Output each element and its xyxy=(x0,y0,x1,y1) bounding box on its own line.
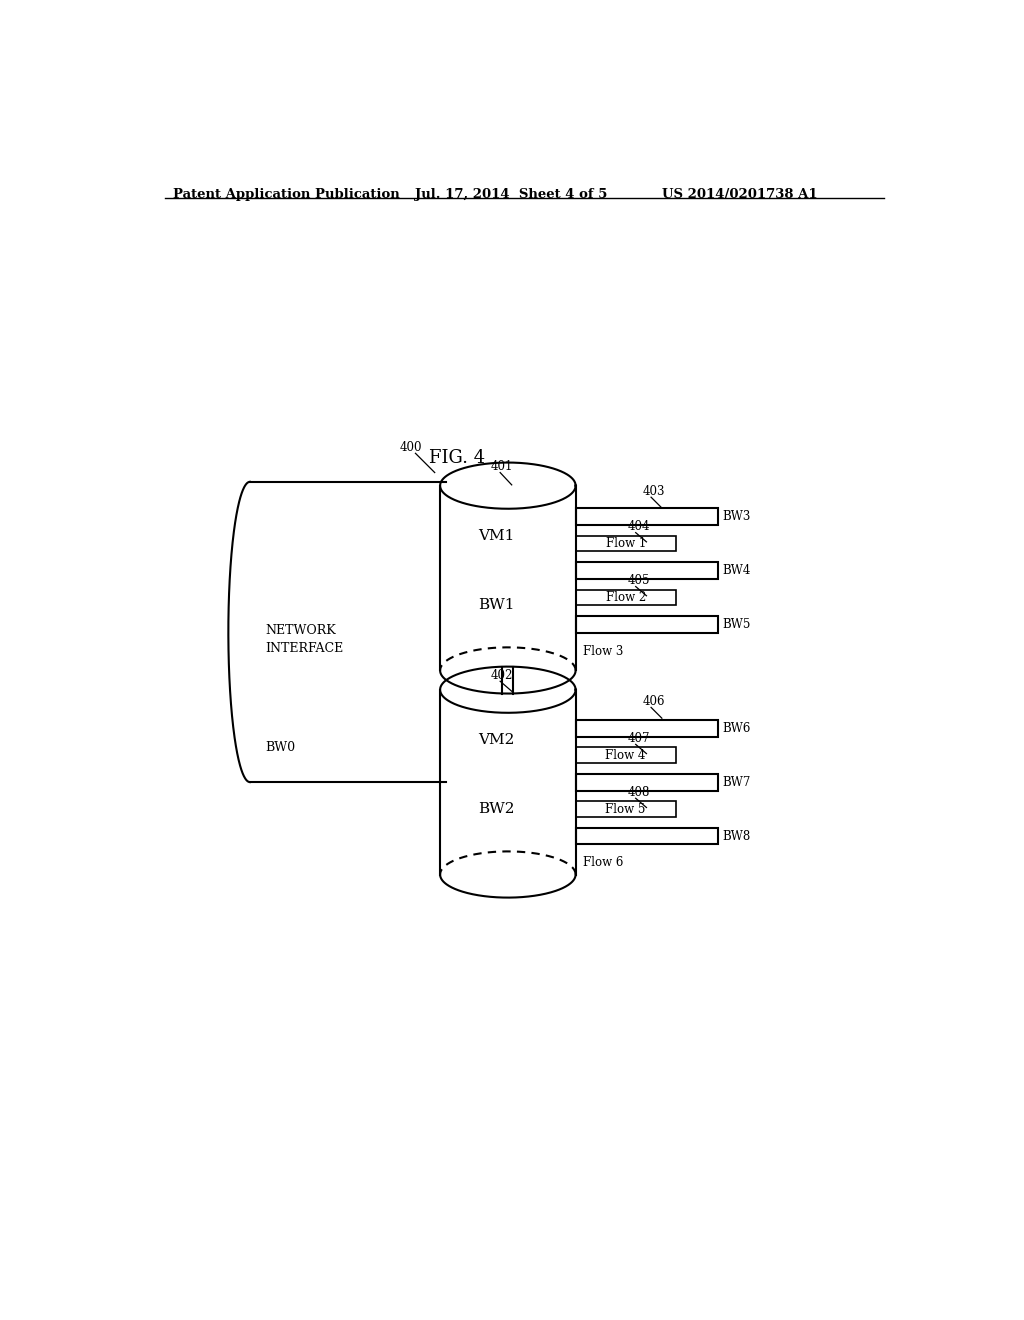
Text: Jul. 17, 2014  Sheet 4 of 5: Jul. 17, 2014 Sheet 4 of 5 xyxy=(416,187,608,201)
Text: BW7: BW7 xyxy=(723,776,751,788)
Bar xyxy=(575,747,676,763)
Text: 403: 403 xyxy=(643,484,666,498)
Text: BW4: BW4 xyxy=(723,564,751,577)
Text: FIG. 4: FIG. 4 xyxy=(429,449,485,467)
Text: Flow 1: Flow 1 xyxy=(605,537,646,550)
Text: Patent Application Publication: Patent Application Publication xyxy=(173,187,399,201)
Bar xyxy=(575,828,718,845)
Bar xyxy=(575,615,718,632)
Bar xyxy=(575,590,676,605)
Bar xyxy=(575,719,718,737)
Text: 404: 404 xyxy=(628,520,649,533)
Text: VM2: VM2 xyxy=(478,733,514,747)
Text: 405: 405 xyxy=(628,574,649,587)
Text: Flow 6: Flow 6 xyxy=(584,857,624,870)
Bar xyxy=(575,774,718,791)
Text: BW5: BW5 xyxy=(723,618,751,631)
Text: 406: 406 xyxy=(643,694,666,708)
Text: 408: 408 xyxy=(628,785,649,799)
Bar xyxy=(575,801,676,817)
Text: 402: 402 xyxy=(490,669,513,682)
Text: Flow 2: Flow 2 xyxy=(605,591,646,603)
Text: NETWORK
INTERFACE: NETWORK INTERFACE xyxy=(265,624,344,655)
Text: BW6: BW6 xyxy=(723,722,751,735)
Text: 401: 401 xyxy=(490,459,513,473)
Text: Flow 3: Flow 3 xyxy=(584,644,624,657)
Text: Flow 4: Flow 4 xyxy=(605,748,646,762)
Text: VM1: VM1 xyxy=(478,529,514,543)
Text: BW2: BW2 xyxy=(478,803,514,816)
Text: 400: 400 xyxy=(400,441,423,454)
Text: BW8: BW8 xyxy=(723,829,751,842)
Text: BW0: BW0 xyxy=(265,741,296,754)
Text: BW3: BW3 xyxy=(723,510,751,523)
Bar xyxy=(575,562,718,579)
Bar xyxy=(575,508,718,525)
Text: 407: 407 xyxy=(628,731,649,744)
Text: Flow 5: Flow 5 xyxy=(605,803,646,816)
Text: BW1: BW1 xyxy=(478,598,514,612)
Text: US 2014/0201738 A1: US 2014/0201738 A1 xyxy=(662,187,817,201)
Bar xyxy=(575,536,676,552)
